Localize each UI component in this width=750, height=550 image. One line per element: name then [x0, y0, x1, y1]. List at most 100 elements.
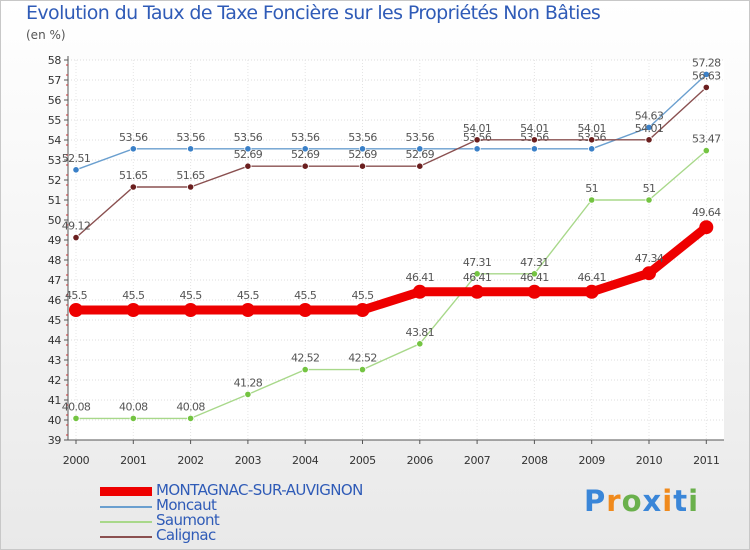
data-label-montagnac-sur-auvignon: 46.41	[406, 271, 435, 284]
data-point-saumont	[358, 365, 367, 374]
logo-letter: i	[662, 484, 674, 518]
proxiti-logo: Proxiti	[584, 484, 699, 518]
data-point-montagnac-sur-auvignon	[527, 284, 542, 299]
series-line-calignac	[75, 86, 707, 239]
data-label-moncaut: 54.63	[635, 109, 664, 122]
x-tick-label: 2003	[235, 454, 262, 467]
data-label-calignac: 54.01	[577, 122, 606, 135]
data-label-montagnac-sur-auvignon: 45.5	[180, 289, 203, 302]
logo-letter: x	[642, 484, 663, 518]
data-label-saumont: 42.52	[291, 352, 320, 365]
data-point-calignac	[187, 183, 195, 191]
y-tick-label: 43	[48, 354, 62, 367]
data-label-montagnac-sur-auvignon: 45.5	[122, 289, 145, 302]
legend-swatch	[100, 521, 152, 523]
data-label-moncaut: 53.56	[406, 131, 435, 144]
y-tick-label: 54	[48, 134, 62, 147]
data-point-montagnac-sur-auvignon	[298, 303, 313, 317]
data-point-moncaut	[301, 145, 309, 153]
y-tick-label: 40	[48, 414, 62, 427]
data-label-moncaut: 53.56	[291, 131, 320, 144]
data-point-calignac	[244, 162, 252, 170]
y-tick-label: 53	[48, 154, 62, 167]
x-tick-label: 2009	[578, 454, 605, 467]
series-line-moncaut	[75, 73, 707, 171]
data-label-montagnac-sur-auvignon: 45.5	[351, 289, 374, 302]
data-label-montagnac-sur-auvignon: 45.5	[65, 289, 88, 302]
data-label-moncaut: 57.28	[692, 56, 721, 69]
data-point-montagnac-sur-auvignon	[584, 284, 599, 299]
data-point-moncaut	[530, 145, 539, 153]
data-label-calignac: 52.69	[234, 148, 263, 161]
data-label-montagnac-sur-auvignon: 47.34	[635, 252, 664, 265]
data-point-moncaut	[588, 145, 596, 153]
data-point-calignac	[588, 136, 596, 144]
logo-letter: i	[688, 484, 700, 518]
data-point-saumont	[416, 340, 424, 348]
x-tick-label: 2008	[521, 454, 548, 467]
data-point-calignac	[129, 183, 137, 191]
data-point-calignac	[530, 136, 539, 144]
data-label-moncaut: 53.56	[176, 131, 205, 144]
legend-label: Calignac	[156, 526, 216, 544]
data-label-calignac: 52.69	[291, 148, 320, 161]
data-point-montagnac-sur-auvignon	[642, 266, 656, 281]
data-label-saumont: 41.28	[234, 376, 263, 389]
data-point-montagnac-sur-auvignon	[240, 303, 255, 317]
data-point-montagnac-sur-auvignon	[412, 284, 427, 299]
y-tick-label: 41	[48, 394, 61, 407]
data-point-moncaut	[473, 145, 481, 153]
data-label-saumont: 40.08	[62, 400, 91, 413]
data-label-montagnac-sur-auvignon: 45.5	[294, 289, 317, 302]
data-point-calignac	[702, 83, 710, 92]
x-tick-label: 2000	[63, 454, 90, 467]
data-point-montagnac-sur-auvignon	[470, 284, 485, 299]
data-point-montagnac-sur-auvignon	[69, 303, 83, 317]
data-label-montagnac-sur-auvignon: 46.41	[463, 271, 492, 284]
data-label-saumont: 53.47	[692, 133, 721, 146]
logo-letter: r	[606, 484, 622, 518]
data-point-calignac	[645, 136, 653, 144]
x-tick-label: 2002	[177, 454, 203, 467]
legend-swatch	[100, 487, 152, 496]
data-point-saumont	[187, 414, 195, 422]
data-point-saumont	[588, 196, 596, 204]
data-point-calignac	[416, 162, 424, 170]
chart-unit: (en %)	[26, 28, 66, 42]
data-label-saumont: 51	[585, 182, 598, 195]
data-label-saumont: 47.31	[463, 256, 492, 269]
data-point-calignac	[473, 136, 481, 144]
y-tick-label: 51	[48, 194, 61, 207]
data-point-saumont	[702, 147, 710, 155]
data-label-moncaut: 53.56	[234, 131, 263, 144]
legend-label: MONTAGNAC-SUR-AUVIGNON	[156, 481, 363, 499]
data-point-saumont	[473, 270, 481, 278]
y-tick-label: 49	[48, 234, 62, 247]
data-label-montagnac-sur-auvignon: 46.41	[577, 271, 606, 284]
data-label-montagnac-sur-auvignon: 45.5	[237, 289, 260, 302]
data-point-moncaut	[416, 145, 424, 153]
data-label-calignac: 54.01	[520, 122, 549, 135]
series-line-montagnac-sur-auvignon	[71, 222, 711, 315]
data-point-saumont	[301, 365, 309, 374]
y-tick-label: 55	[48, 114, 62, 127]
y-tick-label: 46	[48, 294, 62, 307]
data-point-saumont	[530, 270, 539, 278]
x-tick-label: 2011	[693, 454, 719, 467]
x-tick-label: 2007	[464, 454, 491, 467]
y-tick-label: 39	[48, 434, 62, 447]
data-label-calignac: 56.63	[692, 69, 721, 82]
y-tick-label: 45	[48, 314, 62, 327]
x-tick-label: 2004	[292, 454, 319, 467]
y-tick-label: 56	[48, 94, 62, 107]
y-tick-label: 42	[48, 374, 61, 387]
data-point-moncaut	[72, 166, 80, 174]
data-point-saumont	[72, 414, 80, 422]
data-point-saumont	[645, 196, 653, 204]
data-label-saumont: 43.81	[406, 326, 435, 339]
data-label-saumont: 47.31	[520, 256, 549, 269]
data-label-moncaut: 53.56	[348, 131, 377, 144]
y-tick-label: 48	[48, 254, 62, 267]
data-label-calignac: 52.69	[348, 148, 377, 161]
